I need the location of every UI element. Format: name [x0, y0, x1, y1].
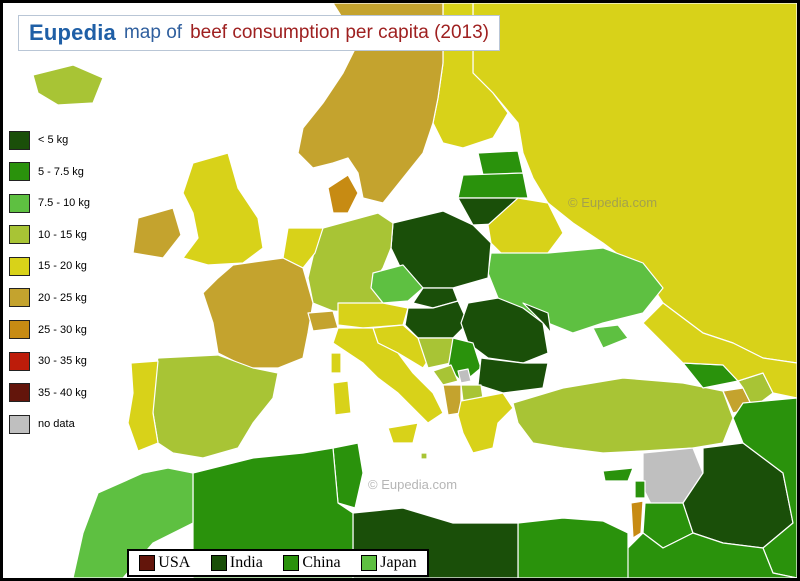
region-lebanon	[634, 480, 646, 499]
watermark-bottom: © Eupedia.com	[368, 477, 458, 492]
region-scandinavia	[297, 3, 444, 204]
region-france	[202, 257, 314, 369]
legend-label: 7.5 - 10 kg	[38, 197, 90, 210]
legend-swatch	[9, 193, 30, 213]
legend-label: 20 - 25 kg	[38, 291, 87, 304]
region-belarus	[487, 197, 564, 256]
comparison-label: USA	[158, 554, 191, 571]
region-serbia	[447, 337, 482, 384]
legend-swatch	[9, 414, 30, 434]
region-benelux	[282, 227, 324, 269]
legend-swatch	[9, 320, 30, 340]
legend-label: 15 - 20 kg	[38, 260, 87, 273]
title-main: beef consumption per capita (2013)	[190, 22, 489, 43]
comparison-label: Japan	[380, 554, 417, 571]
legend-swatch	[9, 130, 30, 150]
region-italy	[332, 327, 444, 424]
comparison-swatch	[283, 555, 300, 571]
region-algeria	[192, 447, 354, 578]
region-turkey	[512, 377, 734, 454]
color-legend: < 5 kg 5 - 7.5 kg 7.5 - 10 kg 10 - 15 kg 15 …	[9, 129, 109, 445]
region-poland	[390, 210, 492, 289]
region-greece	[457, 392, 514, 454]
legend-label: 5 - 7.5 kg	[38, 165, 84, 178]
region-egypt	[517, 517, 629, 578]
watermark-top: © Eupedia.com	[568, 195, 658, 210]
comparison-legend: USA India China Japan	[127, 549, 429, 577]
region-albania	[442, 384, 462, 416]
legend-label: 25 - 30 kg	[38, 323, 87, 336]
region-sardinia	[332, 380, 352, 416]
legend-swatch	[9, 162, 30, 182]
legend-item: < 5 kg	[9, 129, 109, 151]
legend-item: 20 - 25 kg	[9, 287, 109, 309]
region-latvia	[457, 172, 529, 199]
legend-item: 5 - 7.5 kg	[9, 161, 109, 183]
region-spain	[150, 354, 279, 459]
legend-label: no data	[38, 418, 75, 431]
region-corsica	[330, 352, 342, 374]
legend-item: 35 - 40 kg	[9, 382, 109, 404]
region-kosovo	[457, 368, 472, 384]
region-gb	[182, 152, 264, 266]
region-n-caucasus	[642, 302, 797, 399]
region-ireland	[132, 207, 182, 259]
title-prefix: map of	[123, 22, 183, 43]
comparison-label: China	[302, 554, 341, 571]
legend-swatch	[9, 351, 30, 371]
region-moldova	[522, 302, 552, 334]
legend-swatch	[9, 256, 30, 276]
region-israel	[630, 500, 644, 539]
comparison-item: USA	[139, 554, 190, 572]
legend-swatch	[9, 225, 30, 245]
legend-label: < 5 kg	[38, 134, 69, 146]
legend-label: 30 - 35 kg	[38, 355, 87, 368]
region-sicily	[387, 422, 419, 444]
region-estonia	[477, 150, 524, 176]
region-bulgaria	[477, 357, 549, 394]
comparison-swatch	[210, 555, 227, 571]
region-austria	[337, 302, 409, 329]
region-hungary	[404, 300, 469, 339]
region-crimea	[592, 324, 629, 349]
comparison-swatch	[361, 555, 378, 571]
europe-map	[32, 3, 797, 578]
legend-item: 15 - 20 kg	[9, 255, 109, 277]
brand-logo: Eupedia	[29, 20, 116, 45]
legend-item: 25 - 30 kg	[9, 319, 109, 341]
comparison-item: China	[283, 554, 341, 572]
map-title: Eupedia map of beef consumption per capi…	[18, 15, 500, 51]
region-montenegro	[432, 364, 459, 386]
region-iran	[732, 397, 797, 578]
legend-item: 10 - 15 kg	[9, 224, 109, 246]
legend-item: no data	[9, 413, 109, 435]
comparison-item: Japan	[361, 554, 417, 572]
comparison-item: India	[210, 554, 263, 572]
legend-swatch	[9, 383, 30, 403]
region-switzerland	[307, 310, 339, 332]
region-cyprus	[602, 467, 634, 482]
region-romania	[460, 297, 549, 364]
comparison-swatch	[139, 555, 156, 571]
legend-label: 10 - 15 kg	[38, 228, 87, 241]
region-portugal	[127, 360, 159, 452]
region-morocco	[72, 467, 194, 578]
region-iceland	[32, 64, 104, 106]
comparison-label: India	[229, 554, 263, 571]
legend-item: 7.5 - 10 kg	[9, 192, 109, 214]
legend-item: 30 - 35 kg	[9, 350, 109, 372]
legend-label: 35 - 40 kg	[38, 386, 87, 399]
region-denmark	[327, 174, 359, 214]
region-malta	[420, 452, 428, 460]
region-czechia	[370, 264, 424, 304]
legend-swatch	[9, 288, 30, 308]
